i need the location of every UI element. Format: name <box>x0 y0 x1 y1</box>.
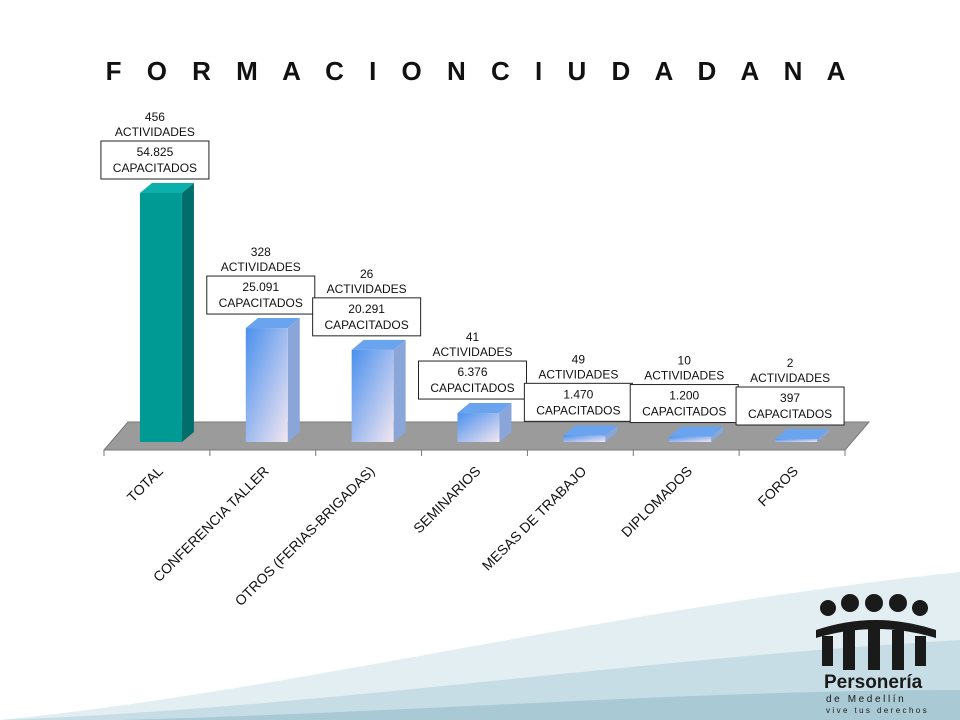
bar-side <box>181 183 194 442</box>
bar-top <box>245 318 300 329</box>
bar-top <box>351 339 406 350</box>
actividades-label: ACTIVIDADES <box>538 367 618 381</box>
capacitados-label: CAPACITADOS <box>219 296 303 310</box>
actividades-number: 2 <box>787 356 794 370</box>
bar-side <box>393 339 406 442</box>
x-tick-label: MESAS DE TRABAJO <box>479 463 590 574</box>
logo-tagline: vive tus derechos <box>826 706 930 715</box>
actividades-number: 10 <box>678 354 692 368</box>
capacitados-box <box>418 360 527 400</box>
bar <box>563 435 606 442</box>
logo-city: de Medellín <box>826 694 907 705</box>
capacitados-label: CAPACITADOS <box>325 318 409 332</box>
actividades-label: ACTIVIDADES <box>115 125 195 139</box>
actividades-label: ACTIVIDADES <box>644 369 724 383</box>
capacitados-number: 397 <box>780 391 800 405</box>
personeria-logo: Personería de Medellín vive tus derechos <box>812 594 942 718</box>
x-tick-label: SEMINARIOS <box>410 463 483 536</box>
bar-side <box>287 318 300 442</box>
actividades-label: ACTIVIDADES <box>221 260 301 274</box>
actividades-number: 49 <box>572 352 586 366</box>
x-tick-label: TOTAL <box>124 463 166 505</box>
x-tick-label: FOROS <box>755 463 802 510</box>
capacitados-box <box>312 297 422 337</box>
x-tick-label: CONFERENCIA TALLER <box>150 463 272 585</box>
x-tick-label: DIPLOMADOS <box>618 463 695 540</box>
people-icon <box>816 594 936 670</box>
actividades-label: ACTIVIDADES <box>750 371 830 385</box>
bar-side <box>817 429 830 442</box>
logo-brand: Personería <box>824 672 923 693</box>
chart-title: F O R M A C I O N C I U D A D A N A <box>105 56 855 86</box>
bar <box>351 349 394 442</box>
capacitados-number: 25.091 <box>242 280 279 294</box>
actividades-label: ACTIVIDADES <box>432 345 512 359</box>
bar <box>245 328 288 442</box>
capacitados-label: CAPACITADOS <box>642 405 726 419</box>
actividades-number: 456 <box>145 110 165 124</box>
bar-top <box>457 403 512 414</box>
capacitados-label: CAPACITADOS <box>430 381 514 395</box>
actividades-number: 328 <box>251 245 271 259</box>
actividades-number: 41 <box>466 330 480 344</box>
bar <box>669 436 712 442</box>
capacitados-label: CAPACITADOS <box>536 403 620 417</box>
bar-top <box>669 426 724 437</box>
capacitados-number: 1.200 <box>669 389 699 403</box>
bar <box>139 193 182 442</box>
capacitados-number: 1.470 <box>563 387 593 401</box>
bar-top <box>775 429 830 439</box>
capacitados-box <box>629 384 739 424</box>
capacitados-box <box>100 140 210 180</box>
capacitados-label: CAPACITADOS <box>748 407 832 421</box>
actividades-label: ACTIVIDADES <box>327 282 407 296</box>
capacitados-box <box>206 275 316 315</box>
capacitados-number: 6.376 <box>457 365 487 379</box>
bar-side <box>499 403 512 442</box>
bar-top <box>563 425 618 436</box>
bar <box>775 439 818 442</box>
capacitados-number: 54.825 <box>137 145 174 159</box>
capacitados-box <box>523 382 633 422</box>
bar-side <box>711 426 724 442</box>
bar-side <box>605 425 618 442</box>
capacitados-number: 20.291 <box>348 302 385 316</box>
bar-top <box>139 183 194 193</box>
capacitados-label: CAPACITADOS <box>113 161 197 175</box>
bar <box>457 413 500 442</box>
capacitados-box <box>735 386 845 426</box>
actividades-number: 26 <box>360 267 374 281</box>
